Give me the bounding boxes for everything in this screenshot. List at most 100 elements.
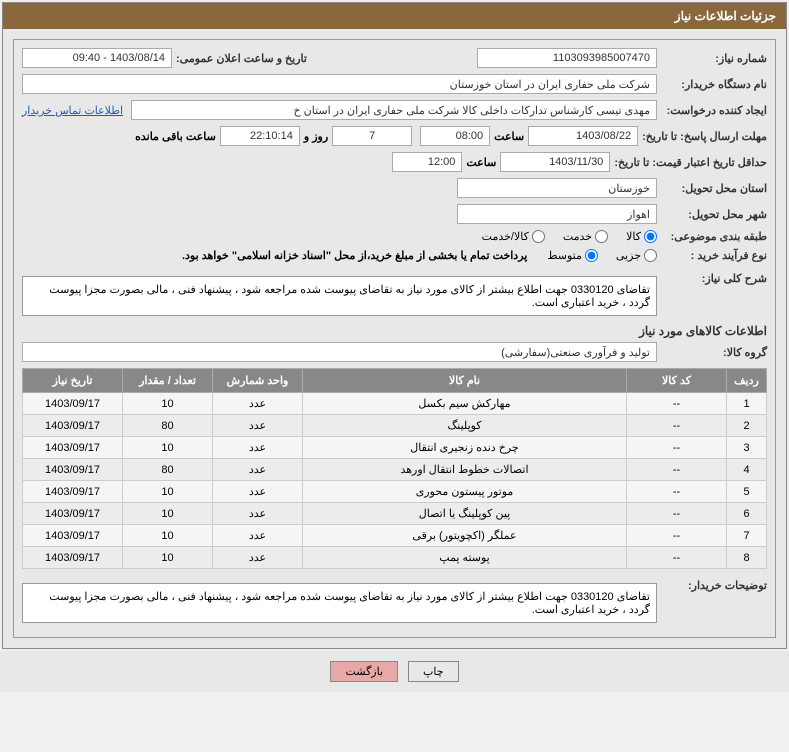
cell-name: موتور پیستون محوری <box>303 481 627 503</box>
remain-time: 22:10:14 <box>220 126 300 146</box>
cell-idx: 3 <box>727 437 767 459</box>
contact-link[interactable]: اطلاعات تماس خریدار <box>22 104 123 117</box>
table-row: 5--موتور پیستون محوریعدد101403/09/17 <box>23 481 767 503</box>
cell-qty: 80 <box>123 459 213 481</box>
cell-qty: 10 <box>123 393 213 415</box>
radio-both-input[interactable] <box>532 230 545 243</box>
cell-code: -- <box>627 459 727 481</box>
category-radios: کالا خدمت کالا/خدمت <box>482 230 657 243</box>
items-section-title: اطلاعات کالاهای مورد نیاز <box>22 324 767 338</box>
th-date: تاریخ نیاز <box>23 369 123 393</box>
remain-days: 7 <box>332 126 412 146</box>
footer-buttons: چاپ بازگشت <box>0 651 789 692</box>
city-label: شهر محل تحویل: <box>657 208 767 221</box>
cell-date: 1403/09/17 <box>23 481 123 503</box>
cell-name: اتصالات خطوط انتقال اورهد <box>303 459 627 481</box>
table-row: 6--پین کوپلینگ یا اتصالعدد101403/09/17 <box>23 503 767 525</box>
radio-service[interactable]: خدمت <box>563 230 608 243</box>
cell-date: 1403/09/17 <box>23 459 123 481</box>
buyer-desc-box: تقاضای 0330120 جهت اطلاع بیشتر از کالای … <box>22 583 657 623</box>
th-qty: تعداد / مقدار <box>123 369 213 393</box>
table-row: 3--چرخ دنده زنجیری انتقالعدد101403/09/17 <box>23 437 767 459</box>
table-row: 7--عملگر (اکچویتور) برقیعدد101403/09/17 <box>23 525 767 547</box>
radio-minor-input[interactable] <box>644 249 657 262</box>
cell-idx: 5 <box>727 481 767 503</box>
print-button[interactable]: چاپ <box>408 661 459 682</box>
th-name: نام کالا <box>303 369 627 393</box>
cell-code: -- <box>627 481 727 503</box>
cell-idx: 2 <box>727 415 767 437</box>
cell-idx: 7 <box>727 525 767 547</box>
main-panel: جزئیات اطلاعات نیاز شماره نیاز: 11030939… <box>2 2 787 649</box>
cell-unit: عدد <box>213 547 303 569</box>
radio-service-input[interactable] <box>595 230 608 243</box>
overview-box: تقاضای 0330120 جهت اطلاع بیشتر از کالای … <box>22 276 657 316</box>
cell-date: 1403/09/17 <box>23 547 123 569</box>
cell-unit: عدد <box>213 503 303 525</box>
validity-date: 1403/11/30 <box>500 152 610 172</box>
cell-code: -- <box>627 437 727 459</box>
cell-unit: عدد <box>213 393 303 415</box>
radio-both[interactable]: کالا/خدمت <box>482 230 545 243</box>
time-label-2: ساعت <box>462 156 500 169</box>
announce-value: 1403/08/14 - 09:40 <box>22 48 172 68</box>
panel-title: جزئیات اطلاعات نیاز <box>3 3 786 29</box>
details-box: شماره نیاز: 1103093985007470 تاریخ و ساع… <box>13 39 776 638</box>
deadline-label: مهلت ارسال پاسخ: تا تاریخ: <box>638 130 767 143</box>
back-button[interactable]: بازگشت <box>330 661 398 682</box>
province-label: استان محل تحویل: <box>657 182 767 195</box>
category-label: طبقه بندی موضوعی: <box>657 230 767 243</box>
cell-qty: 10 <box>123 503 213 525</box>
th-code: کد کالا <box>627 369 727 393</box>
cell-name: مهارکش سیم بکسل <box>303 393 627 415</box>
cell-unit: عدد <box>213 525 303 547</box>
province-value: خوزستان <box>457 178 657 198</box>
panel-body: شماره نیاز: 1103093985007470 تاریخ و ساع… <box>3 29 786 648</box>
radio-goods-input[interactable] <box>644 230 657 243</box>
table-row: 4--اتصالات خطوط انتقال اورهدعدد801403/09… <box>23 459 767 481</box>
process-label: نوع فرآیند خرید : <box>657 249 767 262</box>
radio-medium[interactable]: متوسط <box>547 249 598 262</box>
cell-unit: عدد <box>213 481 303 503</box>
cell-code: -- <box>627 525 727 547</box>
radio-medium-input[interactable] <box>585 249 598 262</box>
requester-value: مهدی تیسی کارشناس تدارکات داخلی کالا شرک… <box>131 100 657 120</box>
deadline-date: 1403/08/22 <box>528 126 638 146</box>
cell-idx: 1 <box>727 393 767 415</box>
cell-date: 1403/09/17 <box>23 525 123 547</box>
need-no-label: شماره نیاز: <box>657 52 767 65</box>
cell-name: پین کوپلینگ یا اتصال <box>303 503 627 525</box>
radio-minor[interactable]: جزیی <box>616 249 657 262</box>
buyer-value: شرکت ملی حفاری ایران در استان خوزستان <box>22 74 657 94</box>
remain-label: ساعت باقی مانده <box>131 130 220 143</box>
cell-qty: 10 <box>123 437 213 459</box>
table-row: 1--مهارکش سیم بکسلعدد101403/09/17 <box>23 393 767 415</box>
deadline-time: 08:00 <box>420 126 490 146</box>
announce-label: تاریخ و ساعت اعلان عمومی: <box>172 52 307 65</box>
cell-qty: 80 <box>123 415 213 437</box>
cell-name: کوپلینگ <box>303 415 627 437</box>
group-value: تولید و فرآوری صنعتی(سفارشی) <box>22 342 657 362</box>
group-label: گروه کالا: <box>657 346 767 359</box>
time-label-1: ساعت <box>490 130 528 143</box>
items-table: ردیف کد کالا نام کالا واحد شمارش تعداد /… <box>22 368 767 569</box>
cell-date: 1403/09/17 <box>23 415 123 437</box>
cell-name: چرخ دنده زنجیری انتقال <box>303 437 627 459</box>
th-index: ردیف <box>727 369 767 393</box>
radio-goods[interactable]: کالا <box>626 230 657 243</box>
need-no-value: 1103093985007470 <box>477 48 657 68</box>
cell-idx: 4 <box>727 459 767 481</box>
requester-label: ایجاد کننده درخواست: <box>657 104 767 117</box>
cell-code: -- <box>627 547 727 569</box>
cell-qty: 10 <box>123 525 213 547</box>
cell-unit: عدد <box>213 459 303 481</box>
cell-qty: 10 <box>123 547 213 569</box>
validity-time: 12:00 <box>392 152 462 172</box>
cell-name: عملگر (اکچویتور) برقی <box>303 525 627 547</box>
th-unit: واحد شمارش <box>213 369 303 393</box>
cell-unit: عدد <box>213 415 303 437</box>
cell-name: پوسته پمپ <box>303 547 627 569</box>
cell-unit: عدد <box>213 437 303 459</box>
buyer-desc-label: توضیحات خریدار: <box>657 579 767 592</box>
city-value: اهواز <box>457 204 657 224</box>
